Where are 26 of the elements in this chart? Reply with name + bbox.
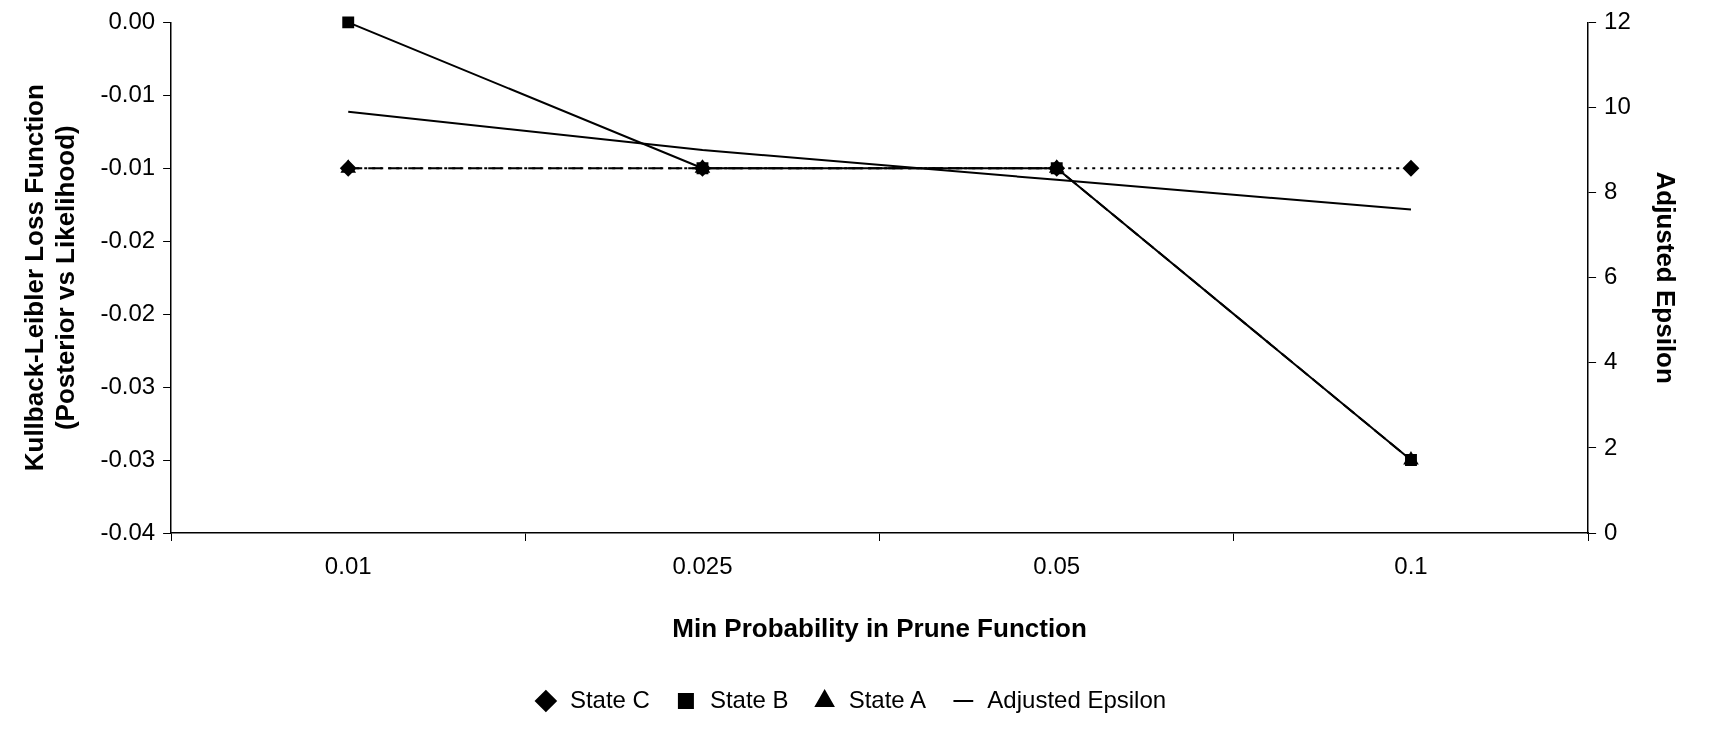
y-tick-label: -0.01 <box>100 152 156 180</box>
y2-tick-label: 0 <box>1604 517 1618 545</box>
x-tick-label: 0.025 <box>672 552 733 580</box>
y-axis-title: Kullback-Leibler Loss Function (Posterior vs Likelihood) <box>18 84 80 472</box>
y-tick-label: -0.02 <box>100 225 156 253</box>
legend-label: State B <box>709 685 789 713</box>
y2-axis-title: Adjusted Epsilon <box>1651 171 1682 384</box>
y-tick-label: -0.04 <box>100 517 156 545</box>
y2-tick-label: 2 <box>1604 432 1618 460</box>
legend-label: State C <box>569 685 650 713</box>
y2-tick-label: 10 <box>1604 92 1631 120</box>
y-tick-label: 0.00 <box>108 7 156 35</box>
legend-label: State A <box>848 685 927 713</box>
y-tick-label: -0.03 <box>100 444 156 472</box>
y2-tick-label: 4 <box>1604 347 1618 375</box>
x-tick-label: 0.01 <box>324 552 372 580</box>
y2-tick-label: 12 <box>1604 7 1631 35</box>
x-axis-title: Min Probability in Prune Function <box>672 612 1087 643</box>
x-tick-label: 0.1 <box>1394 552 1428 580</box>
legend-label: Adjusted Epsilon <box>987 685 1167 713</box>
y-tick-label: -0.01 <box>100 79 156 107</box>
y2-tick-label: 8 <box>1604 177 1618 205</box>
y2-tick-label: 6 <box>1604 262 1618 290</box>
y-tick-label: -0.02 <box>100 298 156 326</box>
y-tick-label: -0.03 <box>100 371 156 399</box>
x-tick-label: 0.05 <box>1033 552 1081 580</box>
